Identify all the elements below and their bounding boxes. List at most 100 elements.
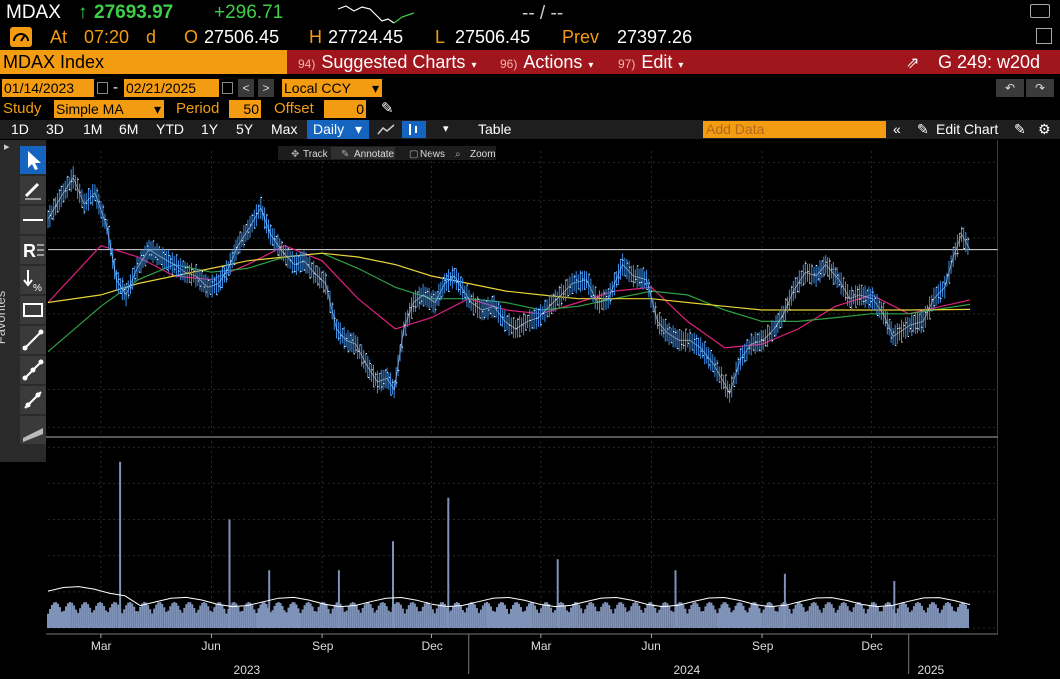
sparkline bbox=[337, 5, 415, 24]
pencil-icon: ✎ bbox=[917, 121, 929, 137]
price-chart[interactable]: ✥ Track ✎ Annotate ▢ News ⌕ Zoom 2300024… bbox=[46, 140, 998, 674]
zoom-tool[interactable]: Zoom bbox=[470, 149, 496, 160]
menu-num: 97) bbox=[618, 57, 636, 71]
prev-period-button[interactable]: < bbox=[238, 79, 254, 97]
menu-label: Suggested Charts bbox=[321, 52, 466, 72]
multi-point-line-icon[interactable] bbox=[20, 356, 46, 384]
high-label: H bbox=[309, 27, 322, 47]
bar-chart-icon[interactable] bbox=[402, 121, 426, 138]
prev-label: Prev bbox=[562, 27, 600, 47]
offset-input[interactable]: 0 bbox=[324, 100, 366, 118]
start-date-input[interactable]: 01/14/2023 bbox=[2, 79, 94, 97]
gear-icon[interactable]: ⚙ bbox=[1038, 121, 1051, 137]
period-label: Period bbox=[176, 100, 220, 117]
caret-down-icon: ▾ bbox=[471, 60, 477, 71]
ohlc-line: At 07:20 d O 27506.45 H 27724.45 L 27506… bbox=[0, 26, 1060, 50]
price-series bbox=[47, 166, 998, 403]
calendar-icon[interactable] bbox=[97, 82, 108, 94]
tab-5y[interactable]: 5Y bbox=[236, 121, 254, 137]
ticker: MDAX bbox=[6, 2, 61, 23]
svg-text:R: R bbox=[23, 241, 36, 261]
up-arrow-icon: ↑ bbox=[78, 2, 88, 23]
period-input[interactable]: 50 bbox=[229, 100, 261, 118]
volume-average-line bbox=[47, 586, 971, 608]
window-icon[interactable] bbox=[1030, 4, 1050, 18]
calendar-icon[interactable] bbox=[222, 82, 233, 94]
chart-tools-strip: ✥ Track ✎ Annotate ▢ News ⌕ Zoom bbox=[278, 146, 496, 160]
chart-settings-icon[interactable]: ✎ bbox=[1014, 121, 1026, 137]
menu-bar: MDAX Index 94) Suggested Charts ▾ 96) Actio… bbox=[0, 50, 1060, 74]
range-tabs: 1D 3D 1M 6M YTD 1Y 5Y Max Daily ▾ ▾ Tabl… bbox=[0, 120, 1060, 139]
quote-line: MDAX ↑ 27693.97 +296.71 -- / -- bbox=[0, 0, 1060, 26]
x-month-label: Dec bbox=[421, 639, 442, 653]
caret-down-icon: ▾ bbox=[588, 60, 594, 71]
study-select[interactable]: Simple MA ▾ bbox=[54, 100, 164, 118]
ray-tool-icon[interactable] bbox=[20, 386, 46, 414]
tab-1y[interactable]: 1Y bbox=[201, 121, 219, 137]
time-value: 07:20 bbox=[84, 27, 130, 47]
x-month-label: Sep bbox=[752, 639, 774, 653]
zoom-tool-icon: ⌕ bbox=[455, 149, 461, 160]
undo-button[interactable]: ↶ bbox=[996, 79, 1024, 97]
price-line bbox=[47, 176, 971, 395]
menu-suggested-charts[interactable]: 94) Suggested Charts ▾ bbox=[298, 50, 476, 74]
menu-actions[interactable]: 96) Actions ▾ bbox=[500, 50, 593, 74]
caret-down-icon: ▾ bbox=[355, 121, 363, 137]
tab-1m[interactable]: 1M bbox=[83, 121, 103, 137]
low-value: 27506.45 bbox=[455, 27, 531, 47]
menu-edit[interactable]: 97) Edit ▾ bbox=[618, 50, 683, 74]
security-field[interactable]: MDAX Index bbox=[0, 50, 287, 74]
currency-select[interactable]: Local CCY ▾ bbox=[282, 79, 382, 97]
volume-bars bbox=[47, 461, 971, 628]
prev-value: 27397.26 bbox=[617, 27, 693, 47]
select-cursor-icon[interactable] bbox=[20, 146, 46, 174]
chevron-right-icon: ▸ bbox=[4, 141, 10, 153]
redo-button[interactable]: ↷ bbox=[1026, 79, 1054, 97]
caret-down-icon[interactable]: ▾ bbox=[443, 123, 449, 135]
bid-ask: -- / -- bbox=[522, 3, 564, 24]
frequency-select[interactable]: Daily ▾ bbox=[307, 120, 369, 139]
horizontal-line-icon[interactable] bbox=[20, 206, 46, 234]
last-price: 27693.97 bbox=[94, 2, 174, 23]
table-button[interactable]: Table bbox=[478, 121, 512, 137]
favorites-rail[interactable]: ▸ Favorites bbox=[0, 140, 18, 462]
tab-3d[interactable]: 3D bbox=[46, 121, 64, 137]
add-data-input[interactable]: Add Data bbox=[703, 121, 886, 138]
percent-tool-icon[interactable]: % bbox=[20, 266, 46, 294]
expand-icon[interactable] bbox=[1036, 28, 1052, 44]
export-icon[interactable]: ⇗ bbox=[906, 55, 920, 72]
tab-6m[interactable]: 6M bbox=[119, 121, 139, 137]
menu-label: Actions bbox=[523, 52, 583, 72]
draw-pencil-icon[interactable] bbox=[20, 176, 46, 204]
track-tool-icon[interactable]: ✥ bbox=[291, 149, 299, 160]
tab-1d[interactable]: 1D bbox=[11, 121, 29, 137]
edit-chart-button[interactable]: Edit Chart bbox=[936, 121, 999, 137]
text-tool-icon[interactable]: R bbox=[20, 236, 46, 264]
x-year-label: 2023 bbox=[234, 663, 261, 674]
tab-ytd[interactable]: YTD bbox=[156, 121, 184, 137]
menu-label: Edit bbox=[641, 52, 673, 72]
caret-down-icon: ▾ bbox=[153, 101, 161, 117]
annotate-tool[interactable]: Annotate bbox=[354, 149, 394, 160]
line-chart-icon[interactable] bbox=[377, 123, 395, 136]
currency-value: Local CCY bbox=[284, 80, 351, 96]
next-period-button[interactable]: > bbox=[258, 79, 274, 97]
trendline-tool-icon[interactable] bbox=[20, 326, 46, 354]
net-change: +296.71 bbox=[214, 2, 284, 23]
x-month-label: Dec bbox=[861, 639, 882, 653]
ma-green-line bbox=[47, 252, 971, 353]
track-tool[interactable]: Track bbox=[303, 149, 329, 160]
news-tool[interactable]: News bbox=[420, 149, 445, 160]
open-value: 27506.45 bbox=[204, 27, 280, 47]
menu-num: 96) bbox=[500, 57, 518, 71]
study-value: Simple MA bbox=[56, 101, 124, 117]
x-month-label: Mar bbox=[91, 639, 112, 653]
annotate-tool-bg bbox=[331, 147, 395, 159]
collapse-icon[interactable]: « bbox=[893, 121, 901, 137]
end-date-input[interactable]: 02/21/2025 bbox=[124, 79, 219, 97]
tab-max[interactable]: Max bbox=[271, 121, 298, 137]
menu-num: 94) bbox=[298, 57, 316, 71]
pencil-icon[interactable]: ✎ bbox=[381, 100, 394, 117]
rectangle-tool-icon[interactable] bbox=[20, 296, 46, 324]
channel-tool-icon[interactable] bbox=[20, 416, 46, 444]
